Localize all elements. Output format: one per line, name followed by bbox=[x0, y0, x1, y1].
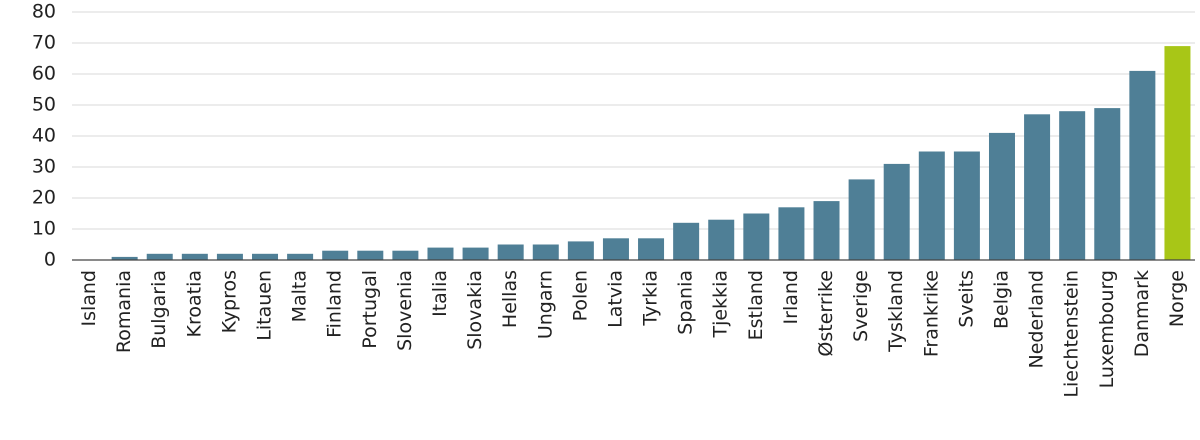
bar bbox=[1164, 46, 1191, 260]
bar bbox=[813, 201, 840, 260]
x-tick-label: Sverige bbox=[850, 270, 872, 342]
x-tick-label: Spania bbox=[675, 270, 697, 335]
x-tick-label: Kroatia bbox=[183, 270, 205, 338]
x-tick-label: Tjekkia bbox=[710, 270, 732, 339]
x-tick-label: Hellas bbox=[499, 270, 521, 328]
bar bbox=[427, 247, 454, 260]
bar bbox=[216, 253, 243, 260]
x-tick-label: Tyskland bbox=[885, 270, 907, 353]
y-tick-label: 40 bbox=[32, 125, 56, 147]
bar bbox=[111, 256, 138, 260]
x-tick-label: Frankrike bbox=[920, 270, 942, 357]
x-tick-label: Portugal bbox=[359, 270, 381, 349]
bar bbox=[848, 179, 875, 260]
bar bbox=[532, 244, 559, 260]
x-tick-label: Norge bbox=[1166, 270, 1188, 327]
bar bbox=[883, 163, 910, 260]
bar bbox=[462, 247, 489, 260]
x-tick-label: Bulgaria bbox=[148, 270, 170, 349]
y-tick-label: 0 bbox=[44, 249, 56, 271]
bar bbox=[953, 151, 980, 260]
bar bbox=[918, 151, 945, 260]
x-tick-label: Italia bbox=[429, 270, 451, 317]
x-tick-label: Polen bbox=[569, 270, 591, 321]
x-tick-label: Nederland bbox=[1026, 270, 1048, 369]
x-tick-label: Liechtenstein bbox=[1061, 270, 1083, 398]
x-tick-label: Kypros bbox=[218, 270, 240, 333]
x-tick-label: Island bbox=[78, 270, 100, 327]
x-tick-label: Østerrike bbox=[815, 270, 837, 357]
bar bbox=[673, 222, 700, 260]
y-tick-label: 80 bbox=[32, 1, 56, 23]
bar bbox=[778, 207, 805, 260]
bar bbox=[357, 250, 384, 260]
y-tick-label: 60 bbox=[32, 63, 56, 85]
x-tick-label: Litauen bbox=[254, 270, 276, 341]
x-tick-label: Tyrkia bbox=[640, 270, 662, 327]
y-tick-label: 70 bbox=[32, 32, 56, 54]
x-tick-label: Danmark bbox=[1131, 270, 1153, 357]
y-tick-label: 10 bbox=[32, 218, 56, 240]
x-tick-label: Slovenia bbox=[394, 270, 416, 351]
bar bbox=[497, 244, 524, 260]
y-tick-label: 50 bbox=[32, 94, 56, 116]
bar bbox=[708, 219, 735, 260]
bar bbox=[322, 250, 349, 260]
bar bbox=[988, 132, 1015, 260]
x-tick-label: Irland bbox=[780, 270, 802, 324]
x-tick-label: Ungarn bbox=[534, 270, 556, 339]
bar bbox=[1094, 108, 1121, 260]
y-tick-label: 30 bbox=[32, 156, 56, 178]
bar bbox=[743, 213, 770, 260]
bar bbox=[287, 253, 314, 260]
bar bbox=[602, 238, 629, 260]
x-tick-label: Belgia bbox=[990, 270, 1012, 329]
x-tick-label: Sveits bbox=[955, 270, 977, 328]
bar bbox=[567, 241, 594, 260]
x-tick-label: Estland bbox=[745, 270, 767, 340]
x-tick-label: Latvia bbox=[604, 270, 626, 328]
x-tick-label: Luxembourg bbox=[1096, 270, 1118, 388]
bar bbox=[392, 250, 419, 260]
bar bbox=[252, 253, 279, 260]
bar bbox=[1129, 70, 1156, 261]
y-tick-label: 20 bbox=[32, 187, 56, 209]
x-tick-label: Slovakia bbox=[464, 270, 486, 350]
bar bbox=[638, 238, 665, 260]
bar bbox=[1024, 114, 1051, 260]
bar bbox=[146, 253, 173, 260]
bar bbox=[181, 253, 208, 260]
bar bbox=[1059, 111, 1086, 260]
x-tick-label: Malta bbox=[289, 270, 311, 322]
x-tick-label: Romania bbox=[113, 270, 135, 353]
x-tick-label: Finland bbox=[324, 270, 346, 338]
